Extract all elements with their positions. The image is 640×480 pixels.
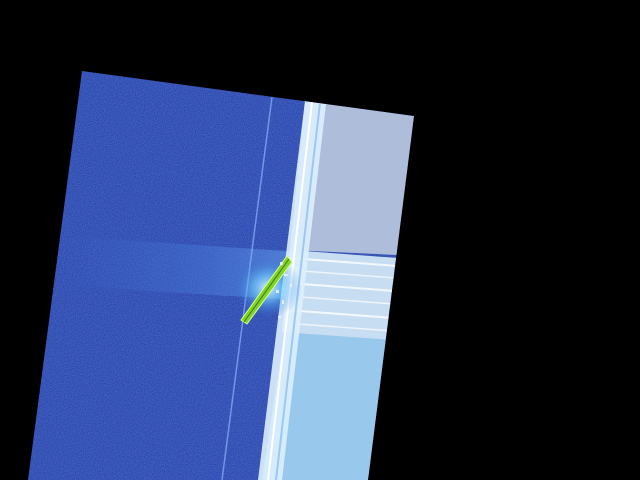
junction-band	[282, 250, 398, 340]
debris-cluster	[276, 262, 292, 318]
vessel-icon	[240, 255, 293, 325]
